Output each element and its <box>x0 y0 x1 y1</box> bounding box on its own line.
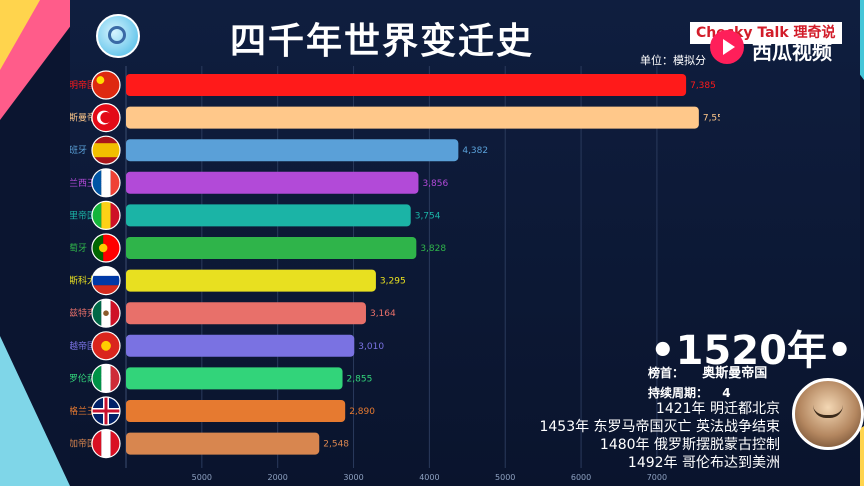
x-tick-label: 7000 <box>647 473 667 482</box>
duration-value: 4 <box>722 386 731 400</box>
flag-icon-mali <box>91 200 121 230</box>
flag-icon-spain <box>91 135 121 165</box>
bar <box>126 171 419 194</box>
bar <box>126 139 459 162</box>
flag-icon-uk <box>91 396 121 426</box>
value-label: 7,385 <box>690 81 716 91</box>
x-tick-label: 5000 <box>495 473 515 482</box>
x-tick-label: 6000 <box>571 473 591 482</box>
bar-chart: 5000200030004000500060007000大明帝国7,385奥斯曼… <box>70 66 720 482</box>
avatar <box>792 378 864 450</box>
value-label: 3,164 <box>370 309 396 319</box>
decor-corner-cyan <box>0 336 70 486</box>
duration-label: 持续周期： <box>648 386 709 400</box>
duration-row: 持续周期： 4 <box>648 384 731 401</box>
event-item: 1480年 俄罗斯摆脱蒙古控制 <box>599 437 780 453</box>
page-title: 四千年世界变迁史 <box>230 21 535 62</box>
bar <box>126 74 687 96</box>
bar <box>126 204 411 227</box>
value-label: 3,754 <box>415 211 441 221</box>
value-label: 3,828 <box>420 244 446 254</box>
value-label: 2,890 <box>349 407 375 417</box>
decor-corner-yellow <box>0 0 40 70</box>
value-label: 3,295 <box>380 277 406 287</box>
bar <box>126 269 376 292</box>
bar <box>126 367 343 390</box>
flag-icon-turkey <box>91 102 121 133</box>
bar <box>126 400 346 422</box>
flag-icon-france <box>91 168 121 198</box>
play-button[interactable] <box>710 30 744 64</box>
current-year: •1520年• <box>650 328 853 374</box>
value-label: 2,855 <box>347 374 373 384</box>
value-label: 7,553 <box>703 114 720 124</box>
x-tick-label: 2000 <box>268 473 288 482</box>
x-tick-label: 4000 <box>419 473 439 482</box>
value-label: 3,856 <box>422 179 448 189</box>
flag-icon-vietnam <box>91 331 121 361</box>
unit-label: 单位：模拟分 <box>640 54 706 67</box>
category-label: 葡萄牙 <box>70 242 87 254</box>
value-label: 4,382 <box>462 146 488 156</box>
bar <box>126 237 417 259</box>
flag-icon-portugal <box>91 233 121 263</box>
watermark: 西瓜视频 <box>752 40 832 64</box>
search-icon <box>96 14 140 58</box>
category-label: 西班牙 <box>70 144 87 156</box>
leader-row: 榜首： 奥斯曼帝国 <box>648 362 767 381</box>
value-label: 2,548 <box>323 440 349 450</box>
value-label: 3,010 <box>358 342 384 352</box>
flag-icon-china <box>91 70 121 100</box>
x-tick-label: 3000 <box>343 473 363 482</box>
bar <box>126 106 699 129</box>
event-item: 1453年 东罗马帝国灭亡 英法战争结束 <box>539 419 780 435</box>
x-tick-label: 5000 <box>192 473 212 482</box>
event-item: 1421年 明迁都北京 <box>655 401 780 417</box>
leader-label: 榜首： <box>648 366 685 380</box>
bar <box>126 432 320 455</box>
flag-icon-peru <box>91 429 121 459</box>
event-list: 1421年 明迁都北京 1453年 东罗马帝国灭亡 英法战争结束 1480年 俄… <box>539 400 780 472</box>
flag-icon-russia <box>91 266 121 296</box>
flag-icon-italy <box>91 363 121 393</box>
event-item: 1492年 哥伦布达到美洲 <box>627 455 780 471</box>
category-label: 马里帝国 <box>70 209 96 221</box>
category-label: 印加帝国 <box>70 438 96 450</box>
leader-value: 奥斯曼帝国 <box>702 366 768 381</box>
bar <box>126 302 366 325</box>
category-label: 大明帝国 <box>70 79 96 91</box>
category-label: 大越帝国 <box>70 340 96 352</box>
bar <box>126 334 355 357</box>
flag-icon-mexico <box>91 298 121 328</box>
